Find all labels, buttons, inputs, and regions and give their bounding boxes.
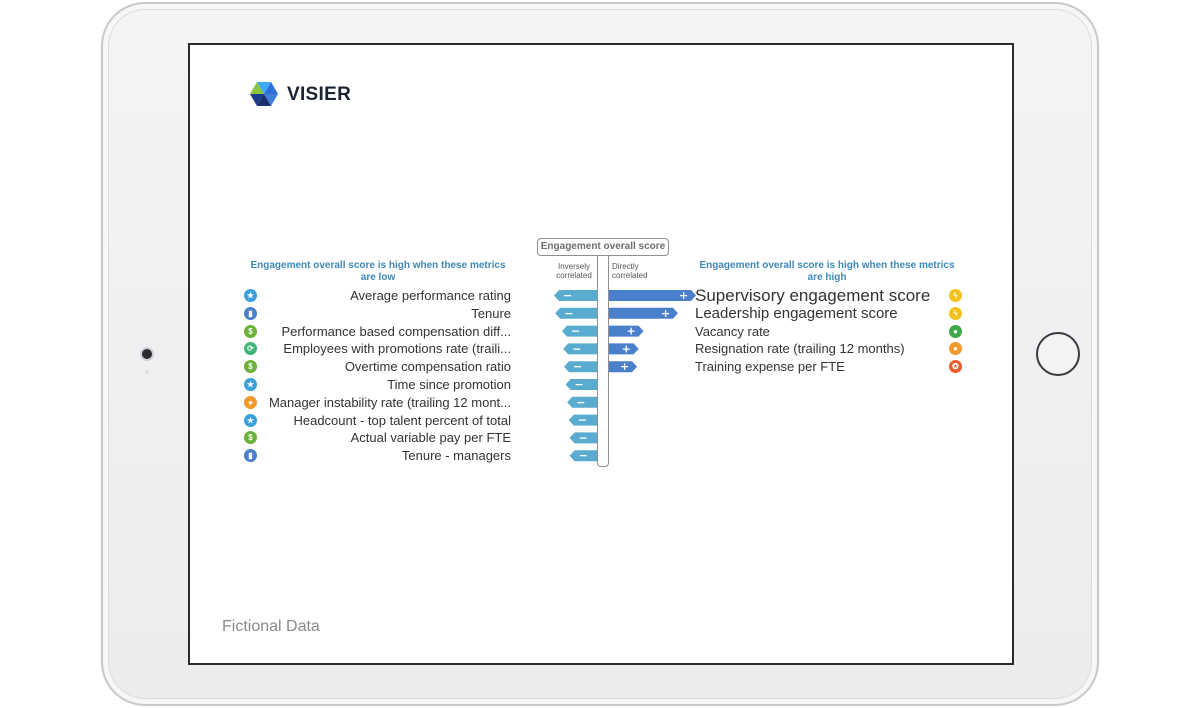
home-button[interactable]	[1036, 332, 1080, 376]
right-section-title: Engagement overall score is high when th…	[699, 260, 955, 283]
svg-text:+: +	[661, 307, 670, 320]
dollar-icon: $	[244, 431, 257, 445]
inverse-metric-label[interactable]: Time since promotion	[387, 377, 511, 392]
direct-metric-label[interactable]: Resignation rate (trailing 12 months)	[695, 341, 905, 357]
dollar-icon: $	[244, 360, 257, 374]
svg-text:+: +	[627, 325, 636, 338]
inverse-correlated-label: Inversely correlated	[556, 262, 592, 280]
svg-text:−: −	[578, 414, 587, 427]
direct-metric-label[interactable]: Training expense per FTE	[695, 359, 845, 375]
inverse-correlation-bar: −	[569, 449, 597, 462]
sensor-dot	[145, 370, 149, 374]
star-icon: ★	[244, 289, 257, 302]
inverse-correlation-bar: −	[568, 414, 597, 427]
person-icon: ●	[244, 395, 257, 409]
svg-text:−: −	[573, 360, 582, 373]
bolt-icon: ϟ	[949, 306, 962, 320]
svg-text:+: +	[622, 342, 631, 355]
direct-metric-label[interactable]: Vacancy rate	[695, 323, 770, 339]
person-icon: ●	[949, 324, 962, 338]
center-divider	[597, 256, 609, 467]
inverse-metric-label[interactable]: Headcount - top talent percent of total	[293, 412, 511, 428]
svg-text:−: −	[579, 431, 588, 444]
inverse-metric-label[interactable]: Tenure - managers	[401, 448, 511, 464]
award-icon: ✪	[949, 360, 962, 374]
inverse-correlation-bar: −	[555, 307, 597, 320]
left-section-title: Engagement overall score is high when th…	[250, 260, 506, 283]
direct-correlated-label: Directly correlated	[612, 262, 648, 280]
svg-text:−: −	[579, 449, 588, 462]
star-icon: ★	[244, 378, 257, 391]
inverse-correlation-bar: −	[563, 342, 597, 355]
svg-text:+: +	[679, 289, 688, 302]
visier-logo-icon	[250, 82, 278, 106]
svg-text:−: −	[576, 396, 585, 409]
dollar-icon: $	[244, 324, 257, 338]
direct-correlation-bar: +	[609, 289, 696, 302]
svg-text:+: +	[620, 360, 629, 373]
svg-text:−: −	[571, 325, 580, 338]
star-icon: ★	[244, 413, 257, 427]
inverse-correlation-bar: −	[564, 360, 597, 373]
chart-icon: ▮	[244, 449, 257, 463]
refresh-icon: ⟳	[244, 342, 257, 356]
visier-logo: VISIER	[250, 82, 360, 108]
svg-text:−: −	[564, 307, 573, 320]
direct-correlation-bar: +	[609, 360, 637, 373]
inverse-metric-label[interactable]: Overtime compensation ratio	[344, 359, 511, 375]
direct-correlation-bar: +	[609, 342, 639, 355]
inverse-metric-label[interactable]: Performance based compensation diff...	[281, 323, 511, 339]
target-metric-header: Engagement overall score	[537, 238, 669, 256]
direct-metric-label[interactable]: Supervisory engagement score	[695, 286, 931, 305]
person-icon: ●	[949, 342, 962, 356]
inverse-metric-label[interactable]: Employees with promotions rate (traili..…	[283, 341, 511, 357]
svg-text:−: −	[575, 378, 584, 391]
brand-name: VISIER	[287, 84, 352, 105]
camera-icon	[142, 349, 152, 359]
chart-icon: ▮	[244, 306, 257, 320]
svg-text:−: −	[572, 342, 581, 355]
inverse-correlation-bar: −	[567, 396, 597, 409]
direct-correlation-bar: +	[609, 325, 644, 338]
inverse-correlation-bar: −	[554, 289, 597, 302]
inverse-metric-label[interactable]: Average performance rating	[350, 288, 511, 303]
svg-text:−: −	[563, 289, 572, 302]
direct-metric-label[interactable]: Leadership engagement score	[695, 304, 898, 322]
inverse-metric-label[interactable]: Actual variable pay per FTE	[350, 430, 511, 446]
inverse-correlation-bar: −	[569, 431, 597, 444]
inverse-correlation-bar: −	[565, 378, 597, 391]
fictional-data-watermark: Fictional Data	[222, 618, 320, 635]
inverse-metric-label[interactable]: Tenure	[471, 305, 511, 321]
inverse-metric-label[interactable]: Manager instability rate (trailing 12 mo…	[268, 394, 511, 410]
direct-correlation-bar: +	[609, 307, 678, 320]
bolt-icon: ϟ	[949, 289, 962, 302]
inverse-correlation-bar: −	[562, 325, 597, 338]
